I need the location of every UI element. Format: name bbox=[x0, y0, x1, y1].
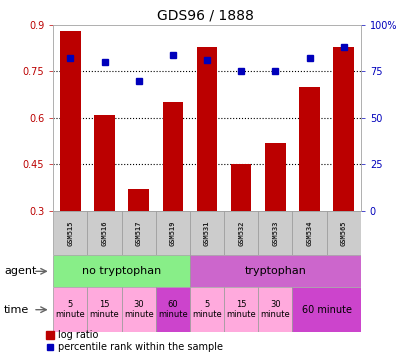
Text: time: time bbox=[4, 305, 29, 315]
Bar bbox=[155, 287, 189, 332]
Text: GSM532: GSM532 bbox=[238, 220, 244, 246]
Text: tryptophan: tryptophan bbox=[244, 266, 306, 276]
Text: agent: agent bbox=[4, 266, 36, 276]
Bar bbox=[189, 211, 224, 255]
Bar bbox=[299, 87, 319, 211]
Text: 5
minute: 5 minute bbox=[55, 300, 85, 319]
Bar bbox=[258, 211, 292, 255]
Bar bbox=[53, 287, 87, 332]
Bar bbox=[333, 47, 353, 211]
Bar bbox=[258, 287, 292, 332]
Bar bbox=[224, 211, 258, 255]
Text: 15
minute: 15 minute bbox=[226, 300, 256, 319]
Bar bbox=[189, 287, 224, 332]
Bar bbox=[128, 189, 148, 211]
Bar bbox=[189, 255, 360, 287]
Text: GSM516: GSM516 bbox=[101, 220, 107, 246]
Text: GSM534: GSM534 bbox=[306, 220, 312, 246]
Legend: log ratio, percentile rank within the sample: log ratio, percentile rank within the sa… bbox=[46, 330, 222, 352]
Text: GSM515: GSM515 bbox=[67, 220, 73, 246]
Bar bbox=[162, 102, 183, 211]
Text: 30
minute: 30 minute bbox=[124, 300, 153, 319]
Text: 60
minute: 60 minute bbox=[157, 300, 187, 319]
Bar bbox=[53, 255, 189, 287]
Bar bbox=[196, 47, 217, 211]
Text: 30
minute: 30 minute bbox=[260, 300, 290, 319]
Bar bbox=[292, 287, 360, 332]
Bar bbox=[292, 211, 326, 255]
Bar bbox=[60, 31, 81, 211]
Bar bbox=[94, 115, 115, 211]
Text: GSM517: GSM517 bbox=[135, 220, 142, 246]
Bar bbox=[265, 142, 285, 211]
Bar bbox=[87, 287, 121, 332]
Text: GSM533: GSM533 bbox=[272, 220, 278, 246]
Text: 5
minute: 5 minute bbox=[192, 300, 221, 319]
Bar bbox=[121, 211, 155, 255]
Bar bbox=[53, 211, 87, 255]
Text: 60 minute: 60 minute bbox=[301, 305, 351, 315]
Text: GSM565: GSM565 bbox=[340, 220, 346, 246]
Bar bbox=[230, 164, 251, 211]
Text: GDS96 / 1888: GDS96 / 1888 bbox=[156, 9, 253, 23]
Text: 15
minute: 15 minute bbox=[90, 300, 119, 319]
Text: GSM519: GSM519 bbox=[169, 220, 175, 246]
Bar bbox=[326, 211, 360, 255]
Bar bbox=[224, 287, 258, 332]
Text: no tryptophan: no tryptophan bbox=[82, 266, 161, 276]
Text: GSM531: GSM531 bbox=[204, 220, 209, 246]
Bar bbox=[121, 287, 155, 332]
Bar bbox=[87, 211, 121, 255]
Bar bbox=[155, 211, 189, 255]
